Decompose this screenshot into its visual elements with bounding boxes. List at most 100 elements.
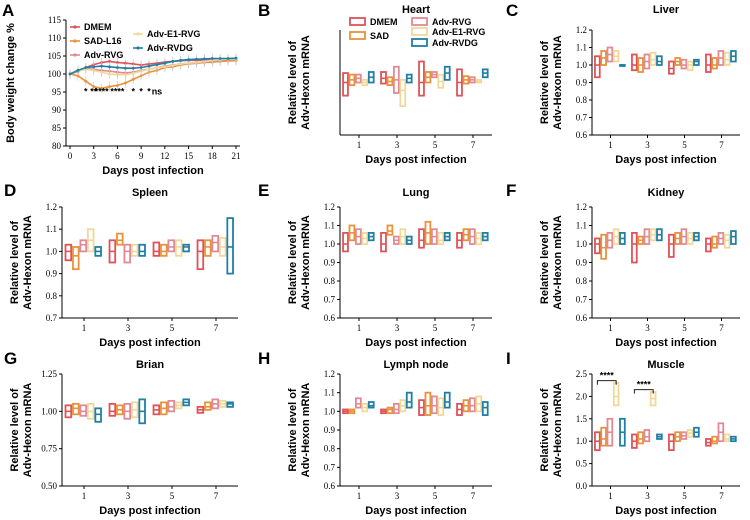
x-tick-label: 7 bbox=[471, 323, 476, 333]
legend-swatch bbox=[411, 38, 428, 47]
data-point bbox=[92, 65, 96, 69]
panel-title: Heart bbox=[402, 4, 430, 16]
box bbox=[594, 55, 601, 79]
x-tick-label: 7 bbox=[214, 323, 219, 333]
box bbox=[431, 395, 438, 415]
y-tick-label: 0.8 bbox=[576, 276, 588, 286]
y-tick-label: 0.5 bbox=[576, 459, 588, 469]
box bbox=[649, 51, 657, 66]
box bbox=[367, 401, 375, 409]
box bbox=[226, 217, 234, 275]
box bbox=[631, 53, 638, 72]
box bbox=[79, 239, 88, 253]
box bbox=[600, 426, 607, 447]
y-tick-label: 0.75 bbox=[41, 444, 57, 454]
box bbox=[108, 402, 117, 417]
panel-e: E 0.6 0.7 0.8 0.9 1.0 1.1 1.2 Lung Relative level… bbox=[258, 181, 492, 349]
y-axis-label: Relative level of bbox=[287, 388, 299, 471]
x-axis-label: Days post infection bbox=[99, 337, 201, 349]
y-tick-label: 1.1 bbox=[46, 224, 57, 234]
box bbox=[380, 231, 387, 253]
x-tick-label: 18 bbox=[208, 151, 218, 161]
legend-marker bbox=[73, 25, 77, 29]
box bbox=[204, 239, 212, 257]
y-tick-label: 0.7 bbox=[46, 313, 58, 323]
box bbox=[64, 243, 73, 262]
box bbox=[211, 234, 220, 253]
box bbox=[711, 235, 718, 249]
y-tick-label: 1.1 bbox=[576, 221, 587, 231]
y-tick-label: 1.00 bbox=[41, 406, 57, 416]
y-tick-label: 1.0 bbox=[576, 436, 588, 446]
y-axis-label: Adv-Hexon mRNA bbox=[22, 215, 34, 310]
y-tick-label: 1.1 bbox=[324, 388, 335, 398]
data-point bbox=[179, 58, 183, 62]
legend-label: Adv-RVG bbox=[84, 50, 123, 60]
x-tick-label: 7 bbox=[719, 491, 724, 501]
x-tick-label: 7 bbox=[471, 491, 476, 501]
y-tick-label: 1.2 bbox=[576, 25, 587, 35]
y-tick-label: 0.9 bbox=[46, 269, 58, 279]
box bbox=[705, 237, 712, 253]
box bbox=[637, 431, 644, 445]
y-tick-label: 115 bbox=[48, 15, 62, 25]
x-tick-label: 21 bbox=[232, 151, 241, 161]
data-point bbox=[100, 70, 104, 74]
y-tick-label: 110 bbox=[48, 33, 62, 43]
data-point bbox=[218, 57, 222, 60]
panel-letter: B bbox=[258, 1, 270, 20]
panel-letter: D bbox=[4, 181, 16, 200]
data-point bbox=[123, 66, 127, 70]
legend-marker bbox=[136, 46, 140, 50]
y-tick-label: 1.1 bbox=[324, 221, 335, 231]
x-axis-label: Days post infection bbox=[615, 337, 717, 349]
x-tick-label: 3 bbox=[126, 491, 131, 501]
x-tick-label: 3 bbox=[645, 491, 650, 501]
x-axis-label: Days post infection bbox=[102, 165, 204, 177]
y-tick-label: 0.50 bbox=[41, 481, 57, 491]
panel-letter: E bbox=[258, 181, 269, 200]
box bbox=[723, 51, 731, 66]
data-point bbox=[84, 66, 88, 69]
box bbox=[123, 243, 132, 264]
y-tick-label: 0.6 bbox=[576, 130, 588, 140]
significance-mark: * bbox=[139, 87, 143, 97]
data-point bbox=[116, 73, 119, 77]
data-point bbox=[92, 85, 96, 88]
y-tick-label: 1.0 bbox=[324, 406, 336, 416]
box bbox=[705, 53, 712, 73]
x-tick-label: 5 bbox=[170, 323, 175, 333]
series-adv-rvdg bbox=[68, 53, 238, 79]
data-point bbox=[100, 64, 104, 68]
data-point bbox=[68, 72, 72, 76]
x-tick-label: 1 bbox=[357, 323, 362, 333]
legend-swatch bbox=[411, 27, 428, 36]
legend-swatch bbox=[349, 31, 366, 40]
box bbox=[711, 57, 718, 70]
x-tick-label: 5 bbox=[170, 491, 175, 501]
y-tick-label: 0.9 bbox=[576, 258, 588, 268]
data-point bbox=[108, 60, 111, 63]
y-axis-label: Relative level of bbox=[539, 221, 551, 304]
data-point bbox=[100, 87, 104, 90]
y-tick-label: 2.5 bbox=[576, 369, 588, 379]
data-point bbox=[123, 81, 127, 85]
y-tick-label: 1.0 bbox=[576, 239, 588, 249]
box bbox=[723, 433, 731, 443]
legend-label: SAD-L16 bbox=[84, 36, 122, 46]
box bbox=[594, 237, 601, 255]
box bbox=[152, 241, 161, 257]
data-point bbox=[76, 69, 80, 72]
box bbox=[174, 239, 183, 257]
data-point bbox=[147, 64, 151, 68]
significance-bracket bbox=[596, 380, 617, 385]
significance-mark: * bbox=[147, 87, 151, 97]
data-point bbox=[202, 57, 206, 61]
y-tick-label: 0.7 bbox=[324, 295, 336, 305]
box bbox=[160, 243, 168, 257]
box bbox=[116, 232, 124, 246]
y-tick-label: 0.0 bbox=[576, 481, 588, 491]
legend-label: Adv-E1-RVG bbox=[147, 29, 200, 39]
panel-title: Spleen bbox=[132, 187, 168, 199]
